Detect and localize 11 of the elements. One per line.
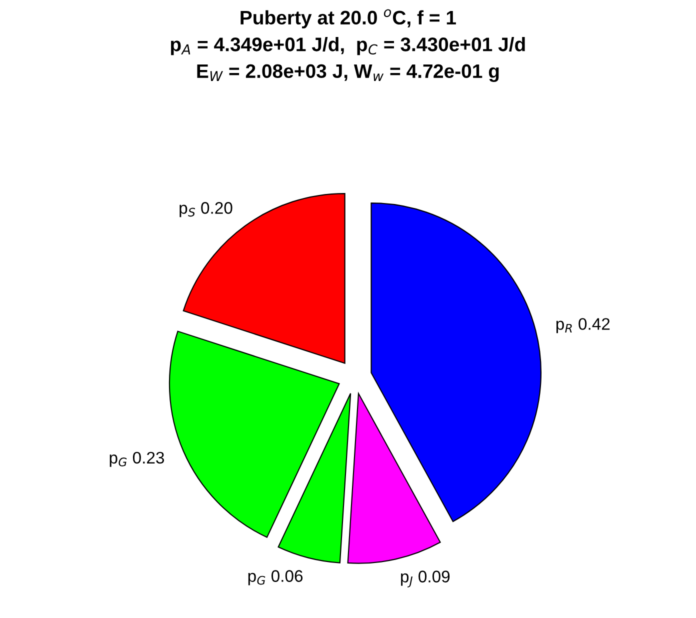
data-label: 0.23 <box>132 452 164 464</box>
slice-label: p$_{G}$ <box>248 572 266 586</box>
chart-title: Puberty at 20.0 $^{o}$C, f = 1 p$_{A}$ = 4.349e+01 J/d, p$_{C}$ = 3.430e+01 J/d E$_{W}$ = 2.08e+03 J, W$_{w}$ = 4.72e-01 g <box>170 9 525 82</box>
slice-label: p$_{J}$ <box>401 573 412 588</box>
data-label: 0.06 <box>272 570 303 582</box>
slice-label: p$_{R}$ <box>556 320 572 334</box>
data-label: 0.09 <box>418 570 450 582</box>
data-label: 0.42 <box>578 318 610 330</box>
slice-label: p$_{S}$ <box>180 204 196 218</box>
data-label: 0.20 <box>201 202 232 214</box>
slice-label: p$_{G}$ <box>110 454 127 467</box>
